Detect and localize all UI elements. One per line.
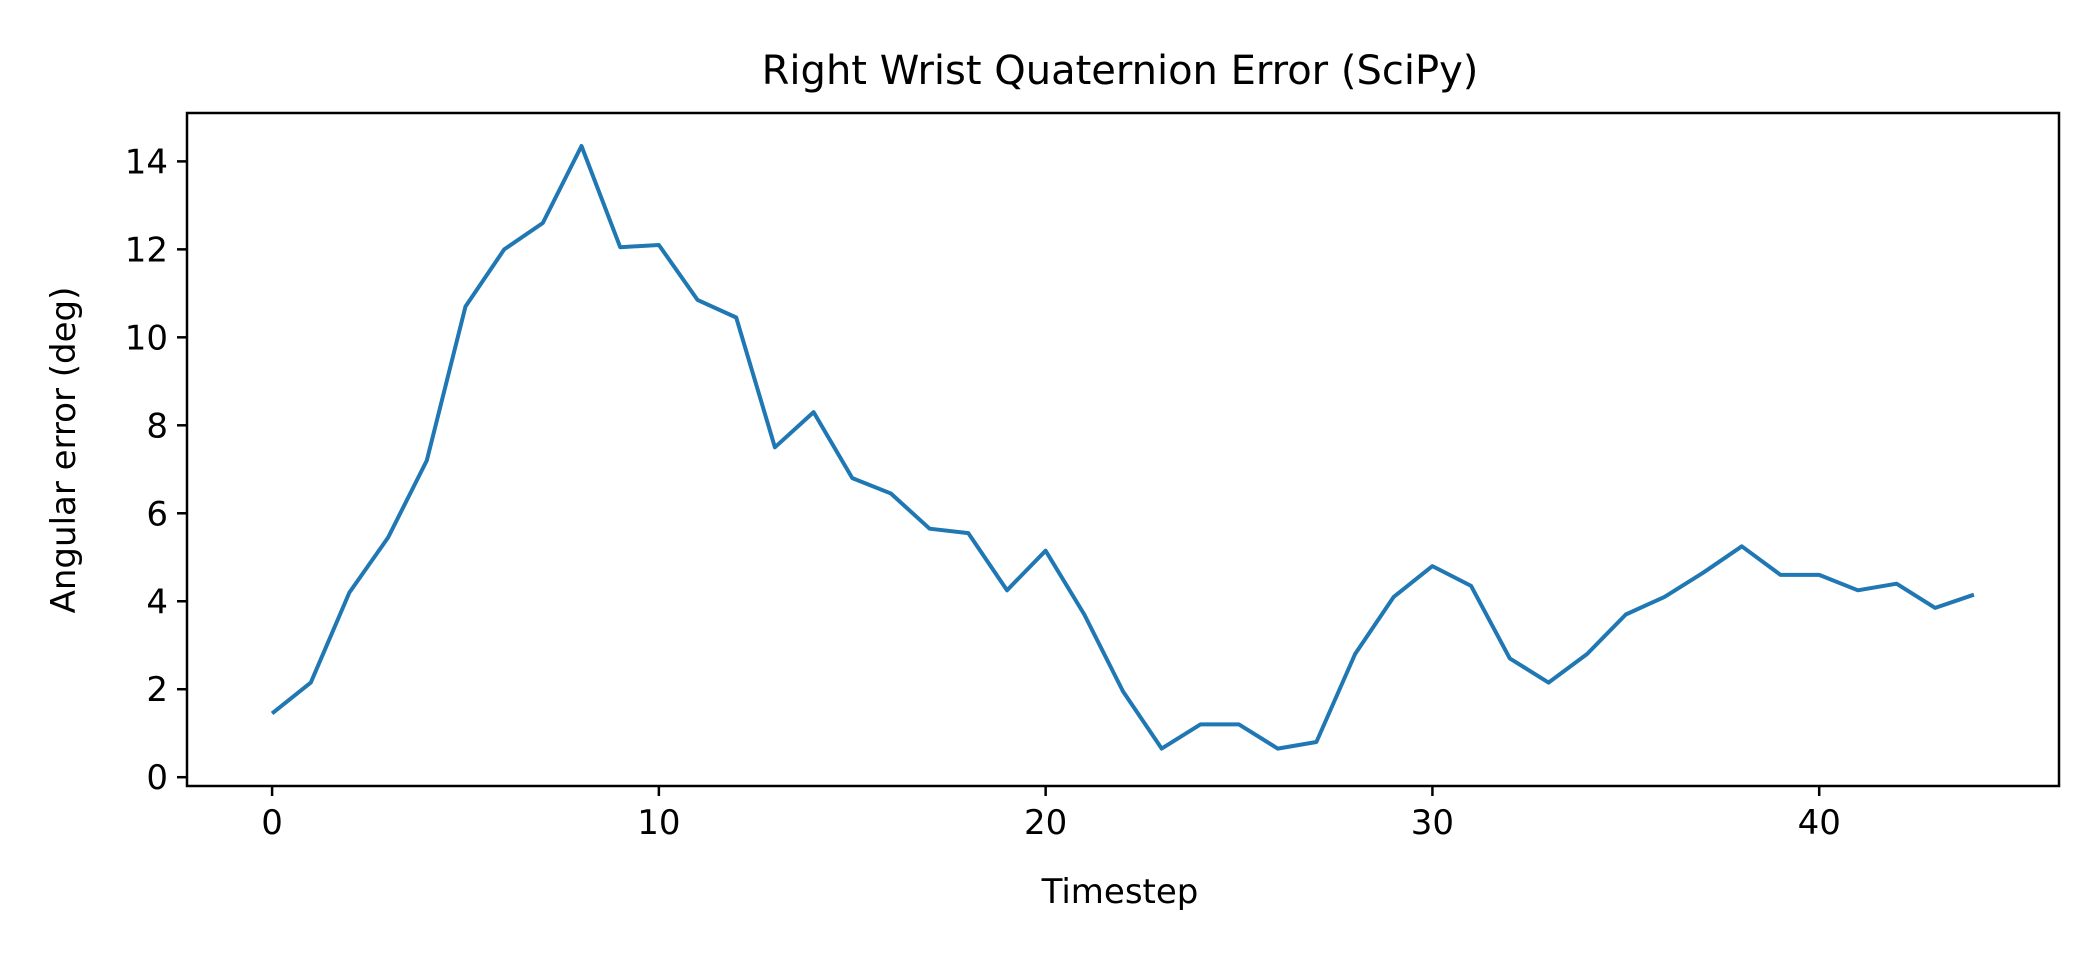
y-tick-label: 8: [146, 406, 168, 446]
x-tick-label: 40: [1798, 803, 1841, 843]
x-tick-label: 0: [261, 803, 283, 843]
x-axis: 0 10 20 30 40: [261, 786, 1841, 843]
y-tick-label: 6: [146, 494, 168, 534]
y-tick-label: 10: [125, 318, 168, 358]
y-tick-label: 12: [125, 230, 168, 270]
y-axis-label: Angular error (deg): [44, 287, 84, 614]
plot-area: [270, 144, 1975, 751]
x-tick-label: 10: [637, 803, 680, 843]
series-line: [270, 144, 1975, 751]
y-tick-label: 4: [146, 582, 168, 622]
x-axis-label: Timestep: [1041, 872, 1199, 912]
y-tick-label: 14: [125, 142, 168, 182]
y-tick-label: 0: [146, 758, 168, 798]
plot-frame: [185, 111, 2061, 788]
y-tick-label: 2: [146, 670, 168, 710]
x-tick-label: 30: [1411, 803, 1454, 843]
chart-title: Right Wrist Quaternion Error (SciPy): [762, 48, 1479, 94]
x-tick-label: 20: [1024, 803, 1067, 843]
y-axis: 0 2 4 6 8 10 12 14: [125, 142, 187, 798]
